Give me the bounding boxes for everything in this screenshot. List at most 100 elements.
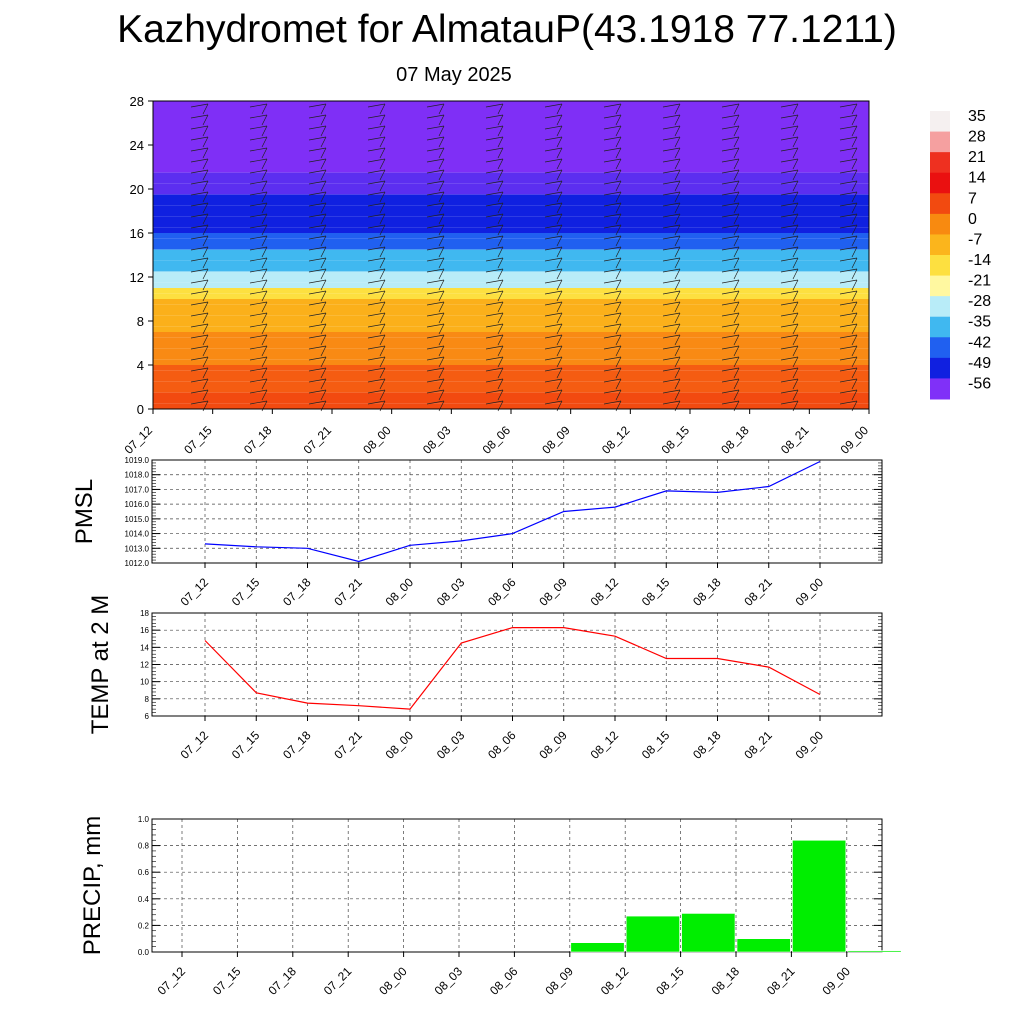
wind-barb [839,213,858,225]
wind-barb [190,257,209,269]
bar [570,942,625,953]
wind-barb [308,191,327,203]
wind-barb [367,389,386,401]
wind-barb [249,301,268,313]
wind-barb [367,158,386,170]
colorbar-label: -14 [968,252,991,269]
wind-barb [603,213,622,225]
heatmap-band-5 [153,271,869,288]
x-tick-label: 07_21 [321,964,355,998]
y-tick-label: 0.6 [138,868,150,877]
heatmap-band-0 [153,392,869,409]
wind-barb [839,345,858,357]
wind-barb [308,334,327,346]
wind-barb [662,345,681,357]
wind-barb [308,224,327,236]
wind-barb [426,356,445,368]
wind-barb [249,268,268,280]
wind-barb [780,279,799,291]
wind-barb [485,125,504,137]
wind-barb [839,191,858,203]
x-tick-label: 07_12 [178,728,212,762]
wind-barb [485,279,504,291]
wind-barb [367,180,386,192]
chart-subtitle: 07 May 2025 [396,64,512,86]
wind-barb [367,257,386,269]
y-tick-label: 28 [130,94,144,109]
x-tick-label: 07_18 [265,964,299,998]
wind-barb [662,312,681,324]
bar [681,913,736,953]
wind-barb [839,301,858,313]
wind-barb [308,367,327,379]
wind-barb [662,169,681,181]
wind-barb [426,323,445,335]
wind-barb [662,114,681,126]
wind-barb [780,147,799,159]
wind-barb [249,169,268,181]
wind-barb [839,235,858,247]
wind-barb [426,389,445,401]
wind-barb [249,257,268,269]
wind-barb [721,367,740,379]
wind-barb [426,345,445,357]
wind-barb [485,345,504,357]
wind-barb [249,367,268,379]
wind-barb [485,180,504,192]
x-tick-label: 09_00 [793,575,827,609]
wind-barb [190,136,209,148]
wind-barb [426,367,445,379]
wind-barb [839,389,858,401]
colorbar-label: -56 [968,375,991,392]
x-tick-label: 08_15 [639,575,673,609]
wind-barb [190,224,209,236]
wind-barb [249,290,268,302]
wind-barb [544,334,563,346]
wind-barb [190,147,209,159]
colorbar-swatch [930,337,950,359]
wind-barb [662,279,681,291]
wind-barb [662,257,681,269]
wind-barb [544,290,563,302]
wind-barb [190,191,209,203]
wind-barb [839,125,858,137]
x-tick-label: 08_12 [588,728,622,762]
wind-barb [308,180,327,192]
wind-barb [367,125,386,137]
wind-barb [544,389,563,401]
wind-barb [662,147,681,159]
wind-barb [367,290,386,302]
wind-barb [603,345,622,357]
wind-barb [839,202,858,214]
wind-barb [249,312,268,324]
wind-barb [249,136,268,148]
wind-barb [426,169,445,181]
x-tick-label: 08_06 [485,575,519,609]
y-tick-label: 1013.0 [125,544,150,553]
heatmap-band-8 [153,194,869,233]
wind-barb [780,345,799,357]
wind-barb [662,290,681,302]
x-tick-label: 08_15 [659,423,693,457]
wind-barb [485,213,504,225]
x-tick-label: 07_21 [331,728,365,762]
wind-barb [839,378,858,390]
y-tick-label: 16 [130,226,144,241]
wind-barb [780,136,799,148]
heatmap-band-3 [153,299,869,332]
wind-barb [485,389,504,401]
wind-barb [308,235,327,247]
colorbar-label: -49 [968,355,991,372]
wind-barb [190,334,209,346]
wind-barb [839,103,858,115]
wind-barb [367,235,386,247]
wind-barb [367,224,386,236]
wind-barb [485,268,504,280]
wind-barb [780,235,799,247]
wind-barb [544,323,563,335]
wind-barb [367,367,386,379]
wind-barb [367,356,386,368]
x-tick-label: 08_18 [718,423,752,457]
wind-barb [780,301,799,313]
